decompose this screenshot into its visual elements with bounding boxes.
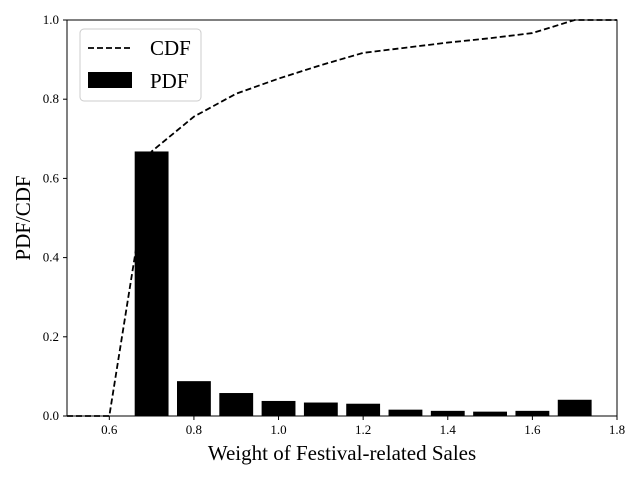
pdf-bar <box>515 410 550 416</box>
pdf-bar <box>303 402 338 416</box>
pdf-bar <box>346 403 381 416</box>
x-tick-label: 1.4 <box>440 422 457 437</box>
legend-cdf-label: CDF <box>150 36 191 60</box>
x-tick-label: 1.8 <box>609 422 625 437</box>
pdf-bar <box>219 393 254 416</box>
y-tick-label: 1.0 <box>43 12 59 27</box>
y-tick-label: 0.0 <box>43 408 59 423</box>
legend: CDF PDF <box>79 28 202 102</box>
pdf-bars <box>134 151 592 417</box>
x-tick-label: 1.2 <box>355 422 371 437</box>
y-tick-label: 0.2 <box>43 329 59 344</box>
axes-frame <box>66 19 618 417</box>
x-tick-label: 1.0 <box>270 422 286 437</box>
y-tick-label: 0.4 <box>43 250 60 265</box>
pdf-bar <box>473 411 507 416</box>
legend-pdf-label: PDF <box>150 69 189 93</box>
cdf-line <box>67 19 617 417</box>
x-tick-label: 1.6 <box>524 422 541 437</box>
x-tick-label: 0.6 <box>101 422 118 437</box>
pdf-bar <box>261 400 296 416</box>
pdf-bar <box>430 410 465 416</box>
pdf-bar <box>388 409 423 416</box>
x-axis-label: Weight of Festival-related Sales <box>208 441 476 465</box>
y-axis-label: PDF/CDF <box>11 175 35 260</box>
x-axis-ticks: 0.6 0.8 1.0 1.2 1.4 1.6 1.8 <box>101 416 625 437</box>
y-axis-ticks: 0.0 0.2 0.4 0.6 0.8 1.0 <box>43 12 67 423</box>
pdf-bar <box>177 381 211 416</box>
y-tick-label: 0.8 <box>43 91 59 106</box>
y-tick-label: 0.6 <box>43 170 60 185</box>
x-tick-label: 0.8 <box>186 422 202 437</box>
legend-pdf-swatch <box>88 72 132 88</box>
pdf-bar <box>134 151 169 417</box>
pdf-bar <box>557 399 592 416</box>
